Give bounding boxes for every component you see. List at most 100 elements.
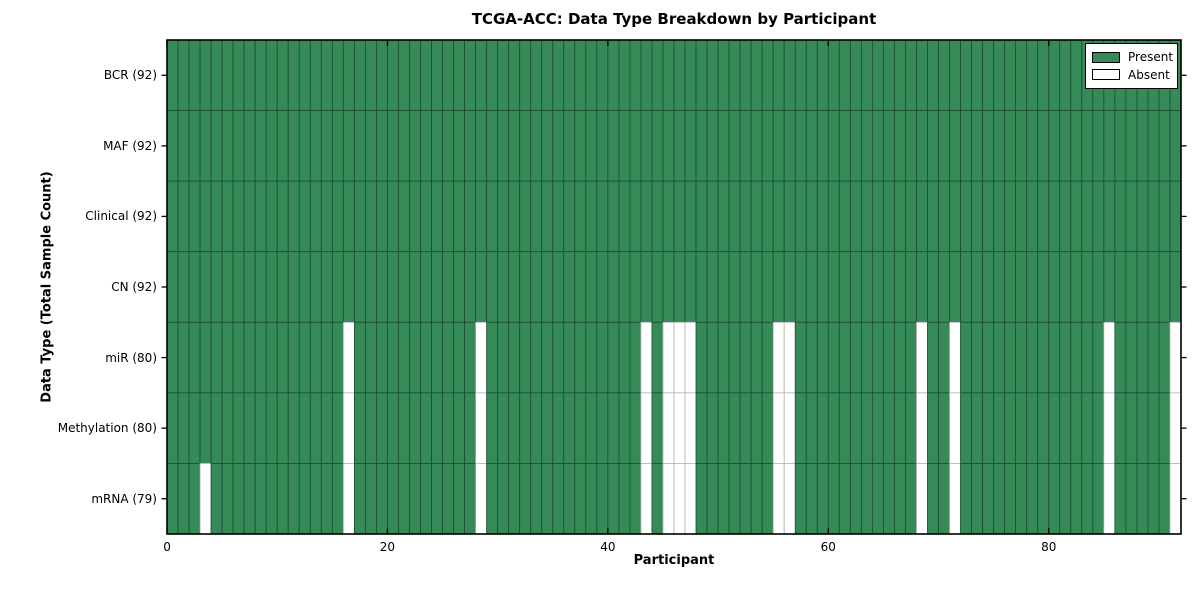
heatmap-cell: [320, 321, 333, 394]
heatmap-cell: [1059, 39, 1072, 111]
heatmap-cell: [684, 39, 697, 111]
heatmap-cell: [905, 321, 917, 394]
heatmap-cell: [706, 392, 719, 464]
heatmap-cell: [387, 463, 399, 535]
heatmap-cell: [662, 39, 675, 111]
heatmap-cell: [464, 110, 477, 182]
heatmap-cell: [949, 251, 961, 323]
heatmap-cell: [331, 39, 344, 111]
heatmap-cell: [596, 180, 609, 253]
heatmap-cell: [166, 39, 179, 111]
heatmap-cell: [750, 392, 763, 464]
heatmap-cell: [816, 321, 829, 394]
heatmap-cell: [849, 110, 862, 182]
heatmap-cell: [1015, 180, 1028, 253]
heatmap-cell: [254, 392, 267, 464]
heatmap-cell: [750, 180, 763, 253]
heatmap-cell: [453, 321, 465, 394]
heatmap-cell: [849, 463, 862, 535]
heatmap-cell: [166, 463, 179, 535]
heatmap-cell: [1026, 251, 1039, 323]
heatmap-cell: [585, 180, 598, 253]
heatmap-cell: [1048, 180, 1061, 253]
heatmap-cell: [706, 39, 719, 111]
heatmap-cell: [265, 392, 278, 464]
heatmap-cell: [1081, 180, 1094, 253]
heatmap-cell: [1092, 110, 1105, 182]
heatmap-cell: [442, 392, 454, 464]
heatmap-cell: [618, 463, 631, 535]
heatmap-cell: [376, 110, 388, 182]
heatmap-cell: [1015, 110, 1028, 182]
heatmap-cell: [1004, 251, 1017, 323]
heatmap-cell: [265, 39, 278, 111]
legend-entry-absent: Absent: [1092, 69, 1171, 81]
heatmap-cell: [574, 251, 587, 323]
heatmap-cell: [585, 392, 598, 464]
heatmap-cell: [1147, 463, 1160, 535]
heatmap-cell: [827, 110, 840, 182]
heatmap-cell: [783, 180, 796, 253]
heatmap-cell: [651, 463, 664, 535]
heatmap-cell: [1081, 321, 1094, 394]
heatmap-cell: [695, 321, 708, 394]
heatmap-cell: [387, 392, 399, 464]
heatmap-cell: [1158, 110, 1171, 182]
heatmap-cell: [949, 392, 961, 464]
heatmap-cell: [894, 110, 906, 182]
heatmap-cell: [519, 251, 532, 323]
heatmap-cell: [221, 110, 234, 182]
heatmap-cell: [827, 180, 840, 253]
heatmap-cell: [783, 392, 796, 464]
heatmap-cell: [750, 251, 763, 323]
heatmap-cell: [364, 463, 377, 535]
y-tick-label: BCR (92): [103, 68, 157, 83]
heatmap-cell: [1026, 180, 1039, 253]
heatmap-cell: [960, 180, 972, 253]
heatmap-cell: [585, 463, 598, 535]
heatmap-cell: [364, 110, 377, 182]
heatmap-cell: [265, 110, 278, 182]
heatmap-cell: [629, 321, 642, 394]
heatmap-cell: [519, 39, 532, 111]
heatmap-cell: [453, 39, 465, 111]
heatmap-cell: [486, 39, 499, 111]
heatmap-cell: [761, 463, 774, 535]
heatmap-cell: [188, 392, 201, 464]
heatmap-cell: [640, 110, 653, 182]
heatmap-cell: [574, 39, 587, 111]
heatmap-cell: [728, 110, 741, 182]
legend-swatch-absent: [1092, 69, 1120, 81]
heatmap-cell: [871, 110, 884, 182]
heatmap-cell: [387, 321, 399, 394]
heatmap-cell: [420, 180, 432, 253]
heatmap-cell: [1015, 39, 1028, 111]
heatmap-cell: [177, 110, 190, 182]
heatmap-cell: [342, 180, 355, 253]
heatmap-cell: [739, 39, 752, 111]
heatmap-cell: [475, 392, 488, 464]
heatmap-cell: [574, 321, 587, 394]
heatmap-cell: [331, 392, 344, 464]
heatmap-cell: [1125, 251, 1138, 323]
heatmap-cell: [1070, 392, 1083, 464]
heatmap-cell: [497, 39, 510, 111]
heatmap-cell: [960, 392, 972, 464]
heatmap-cell: [673, 321, 686, 394]
heatmap-cell: [574, 392, 587, 464]
heatmap-cell: [982, 251, 995, 323]
heatmap-cell: [475, 110, 488, 182]
heatmap-cell: [684, 251, 697, 323]
heatmap-cell: [541, 180, 554, 253]
heatmap-cell: [816, 251, 829, 323]
heatmap-cell: [409, 110, 421, 182]
heatmap-cell: [629, 39, 642, 111]
heatmap-cell: [883, 321, 895, 394]
heatmap-cell: [530, 180, 543, 253]
heatmap-cell: [486, 463, 499, 535]
heatmap-cell: [916, 321, 928, 394]
heatmap-cell: [398, 463, 410, 535]
heatmap-cell: [199, 110, 212, 182]
heatmap-cell: [1147, 321, 1160, 394]
heatmap-cell: [871, 251, 884, 323]
